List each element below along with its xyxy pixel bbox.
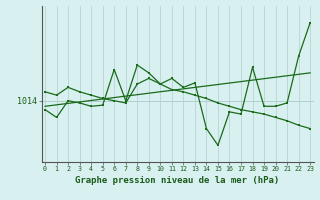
X-axis label: Graphe pression niveau de la mer (hPa): Graphe pression niveau de la mer (hPa) — [76, 176, 280, 185]
